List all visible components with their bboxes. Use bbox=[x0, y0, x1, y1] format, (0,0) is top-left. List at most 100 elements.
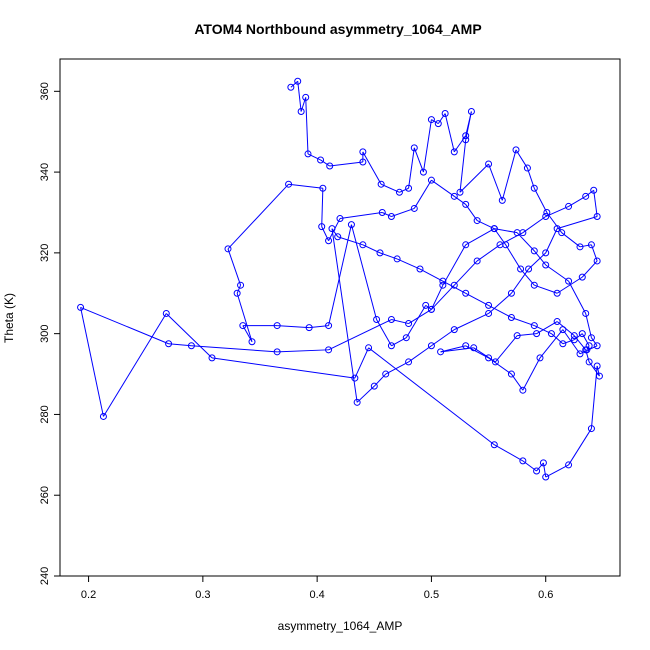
series-segment bbox=[422, 119, 432, 173]
data-point bbox=[378, 208, 386, 216]
data-point bbox=[533, 330, 541, 338]
series-segment bbox=[385, 361, 409, 375]
series-segment bbox=[522, 216, 547, 234]
series-segment bbox=[329, 161, 363, 167]
data-point bbox=[543, 208, 551, 216]
data-point bbox=[450, 148, 458, 156]
series-segment bbox=[459, 139, 467, 193]
series-segment bbox=[368, 347, 495, 446]
series-segment bbox=[473, 347, 496, 363]
series-segment bbox=[321, 226, 330, 241]
data-point bbox=[393, 255, 401, 263]
series-segment bbox=[528, 252, 547, 270]
series-segment bbox=[516, 232, 535, 252]
data-point bbox=[519, 229, 527, 237]
series-segment bbox=[376, 319, 392, 347]
data-point bbox=[405, 184, 413, 192]
data-point bbox=[498, 196, 506, 204]
series-segment bbox=[533, 188, 548, 213]
data-point bbox=[297, 108, 305, 116]
x-tick-label: 0.5 bbox=[424, 589, 439, 601]
data-point bbox=[559, 326, 567, 334]
data-point bbox=[224, 245, 232, 253]
series-segment bbox=[593, 190, 598, 217]
series-segment bbox=[236, 293, 253, 342]
data-point bbox=[473, 257, 481, 265]
data-point bbox=[507, 289, 515, 297]
series-segment bbox=[440, 347, 474, 353]
data-point bbox=[582, 309, 590, 317]
data-point bbox=[347, 221, 355, 229]
x-axis-label: asymmetry_1064_AMP bbox=[278, 619, 403, 633]
series-segment bbox=[556, 276, 583, 294]
data-point bbox=[558, 229, 566, 237]
series-segment bbox=[545, 464, 569, 478]
data-point bbox=[439, 281, 447, 289]
data-point bbox=[593, 362, 601, 370]
series-segment bbox=[453, 260, 478, 286]
data-point bbox=[565, 202, 573, 210]
y-tick-label: 240 bbox=[39, 567, 51, 585]
data-point bbox=[326, 162, 334, 170]
series-segment bbox=[501, 149, 517, 201]
data-point bbox=[387, 213, 395, 221]
data-point bbox=[512, 146, 520, 154]
data-point bbox=[450, 281, 458, 289]
data-point bbox=[416, 265, 424, 273]
data-point bbox=[565, 277, 573, 285]
data-point bbox=[382, 370, 390, 378]
data-point bbox=[587, 425, 595, 433]
data-point bbox=[585, 358, 593, 366]
data-point bbox=[162, 309, 170, 317]
data-point bbox=[422, 301, 430, 309]
data-point bbox=[462, 289, 470, 297]
series-segment bbox=[337, 236, 364, 246]
data-point bbox=[325, 322, 333, 330]
data-point bbox=[387, 316, 395, 324]
series-segment bbox=[227, 248, 242, 286]
data-point bbox=[395, 188, 403, 196]
series-segment bbox=[382, 212, 392, 217]
series-segment bbox=[191, 345, 278, 353]
series-segment bbox=[430, 284, 444, 310]
series-segment bbox=[536, 321, 558, 335]
series-segment bbox=[288, 183, 323, 189]
series-segment bbox=[103, 313, 167, 417]
data-point bbox=[462, 132, 470, 140]
series-segment bbox=[562, 339, 575, 345]
data-point bbox=[578, 330, 586, 338]
data-point bbox=[470, 344, 478, 352]
data-point bbox=[427, 116, 435, 124]
x-axis: 0.2 0.3 0.4 0.5 0.6 bbox=[81, 576, 553, 601]
data-point bbox=[351, 374, 359, 382]
data-point bbox=[305, 324, 313, 332]
data-point bbox=[99, 412, 107, 420]
data-point bbox=[387, 342, 395, 350]
data-point bbox=[523, 164, 531, 172]
data-point bbox=[353, 398, 361, 406]
series-segment bbox=[431, 284, 455, 310]
data-point bbox=[530, 322, 538, 330]
data-point bbox=[373, 316, 381, 324]
data-point bbox=[491, 358, 499, 366]
data-point bbox=[530, 184, 538, 192]
data-point bbox=[359, 148, 367, 156]
series-segment bbox=[522, 357, 541, 391]
series-segment bbox=[277, 325, 310, 329]
series-segment bbox=[168, 343, 192, 347]
data-point bbox=[370, 382, 378, 390]
x-tick-label: 0.2 bbox=[81, 589, 96, 601]
data-point bbox=[485, 160, 493, 168]
series-segment bbox=[465, 292, 489, 306]
series-segment bbox=[80, 306, 169, 345]
data-point bbox=[517, 265, 525, 273]
series-segment bbox=[545, 205, 569, 217]
plot-frame bbox=[59, 58, 621, 577]
series-segment bbox=[437, 113, 446, 124]
series-segment bbox=[350, 224, 378, 320]
data-point bbox=[450, 326, 458, 334]
data-point bbox=[325, 346, 333, 354]
x-tick-label: 0.4 bbox=[309, 589, 324, 601]
series-segment bbox=[488, 304, 512, 318]
data-point bbox=[410, 204, 418, 212]
